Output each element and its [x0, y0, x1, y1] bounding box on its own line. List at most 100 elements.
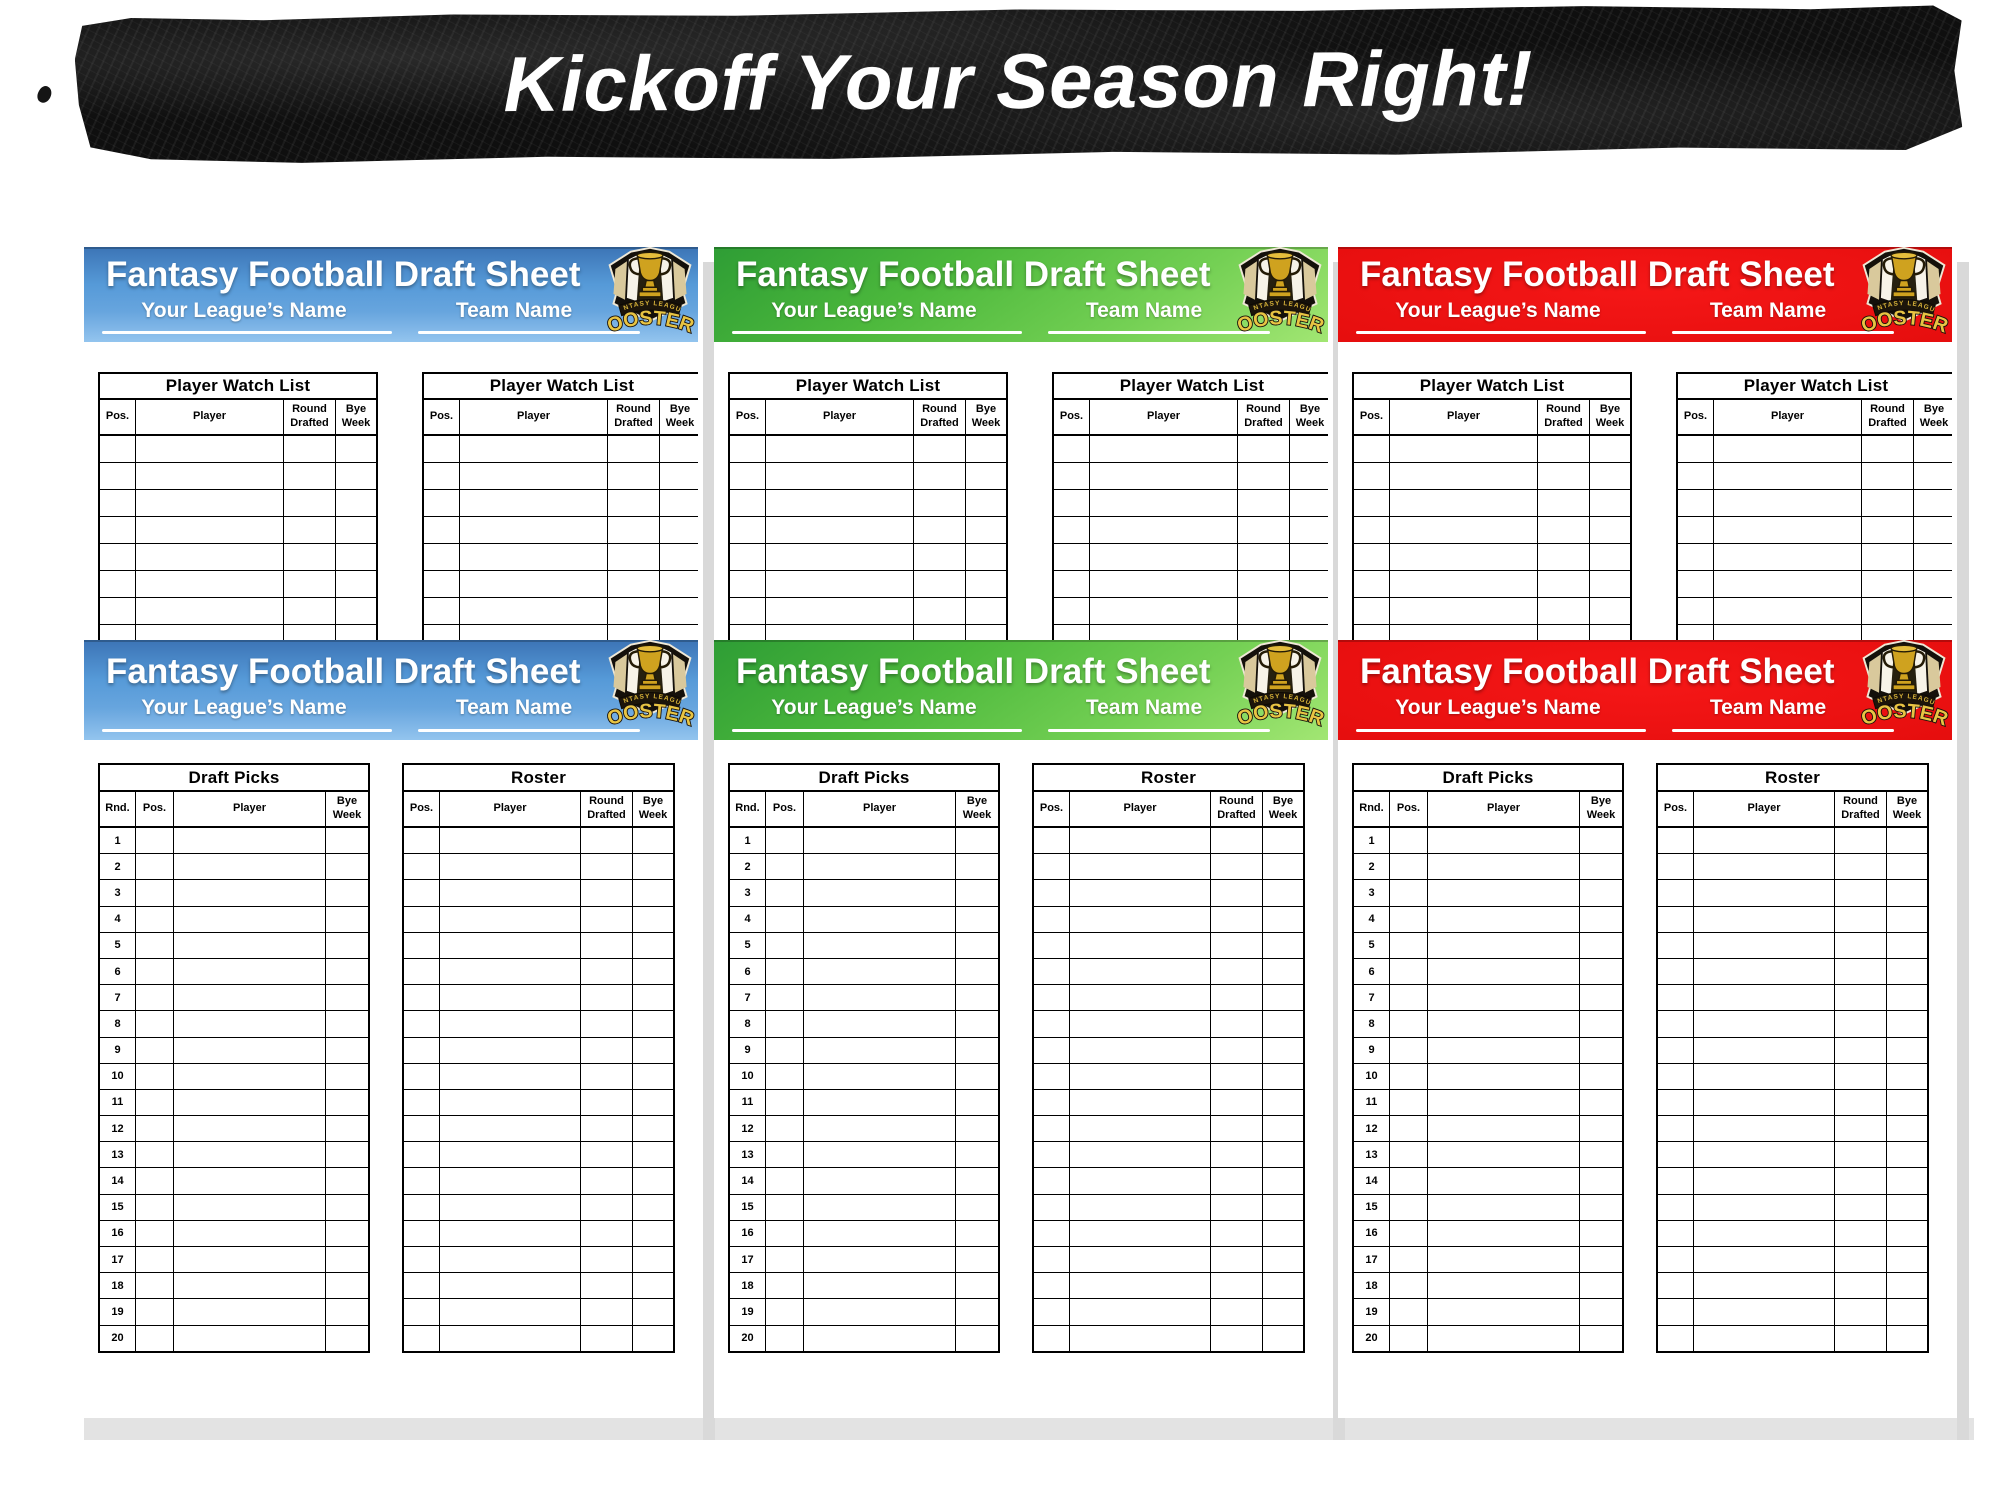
table-row	[100, 490, 376, 517]
table-row: 10	[100, 1063, 368, 1090]
empty-cell	[1263, 854, 1303, 879]
empty-cell	[1211, 1325, 1263, 1351]
column-header-row: Pos. Player Round Drafted Bye Week	[1658, 792, 1927, 828]
logo-band	[1248, 692, 1312, 710]
round-number-cell: 16	[730, 1220, 766, 1246]
empty-cell	[1263, 880, 1303, 905]
empty-cell	[633, 1142, 673, 1167]
empty-cell	[1914, 490, 1952, 516]
empty-cell	[1590, 598, 1630, 624]
page-watch-lists: Fantasy Football Draft Sheet Your League’…	[1338, 247, 1952, 640]
empty-cell	[136, 1037, 174, 1063]
empty-cell	[1887, 854, 1927, 879]
empty-cell	[956, 1011, 998, 1036]
empty-cell	[730, 625, 766, 640]
table-row	[404, 1194, 673, 1221]
empty-cell	[1538, 490, 1590, 516]
table-title: Roster	[404, 765, 673, 792]
round-number-cell: 8	[100, 1011, 136, 1037]
table-row	[1034, 1063, 1303, 1090]
empty-cell	[1070, 1116, 1211, 1142]
empty-cell	[914, 517, 966, 543]
empty-cell	[174, 1299, 326, 1325]
table-title: Player Watch List	[100, 374, 376, 400]
table-row: 15	[730, 1194, 998, 1221]
empty-cell	[440, 1273, 581, 1299]
league-name-label: Your League’s Name	[1395, 299, 1601, 322]
empty-cell	[1590, 463, 1630, 489]
empty-cell	[1034, 828, 1070, 854]
empty-cell	[1862, 490, 1914, 516]
empty-cell	[174, 1116, 326, 1142]
empty-cell	[1887, 933, 1927, 958]
table-row	[100, 544, 376, 571]
empty-cell	[1054, 544, 1090, 570]
league-name-line	[102, 331, 392, 334]
table-row: 14	[100, 1168, 368, 1195]
table-row: 17	[1354, 1247, 1622, 1274]
empty-cell	[1354, 625, 1390, 640]
round-number-cell: 3	[100, 880, 136, 906]
empty-cell	[1034, 1142, 1070, 1168]
empty-cell	[581, 906, 633, 932]
empty-cell	[336, 463, 376, 489]
empty-cell	[404, 1011, 440, 1037]
empty-cell	[1263, 1011, 1303, 1036]
table-row: 11	[1354, 1089, 1622, 1117]
logo-band	[1872, 692, 1936, 710]
table-row: 1	[100, 828, 368, 855]
empty-cell	[804, 1273, 956, 1299]
empty-cell	[956, 1247, 998, 1272]
empty-cell	[804, 880, 956, 906]
empty-cell	[460, 598, 608, 624]
empty-cell	[581, 1089, 633, 1116]
empty-cell	[404, 1247, 440, 1273]
empty-cell	[914, 544, 966, 570]
empty-cell	[1290, 517, 1328, 543]
tape-speck	[34, 83, 55, 106]
empty-cell	[1835, 1116, 1887, 1142]
empty-cell	[424, 598, 460, 624]
table-row	[1354, 436, 1630, 463]
empty-cell	[1694, 1116, 1835, 1142]
table-title: Draft Picks	[100, 765, 368, 792]
round-number-cell: 13	[1354, 1142, 1390, 1168]
empty-cell	[1263, 1038, 1303, 1063]
empty-cell	[100, 571, 136, 597]
column-header: Round Drafted	[1238, 400, 1290, 434]
empty-cell	[1914, 517, 1952, 543]
empty-cell	[633, 880, 673, 905]
empty-cell	[440, 958, 581, 985]
table-row	[404, 1247, 673, 1274]
empty-cell	[1590, 625, 1630, 640]
empty-cell	[1914, 544, 1952, 570]
empty-cell	[581, 1063, 633, 1089]
table-row: 17	[100, 1247, 368, 1274]
empty-cell	[1887, 1064, 1927, 1089]
empty-cell	[581, 932, 633, 958]
table-row	[404, 828, 673, 855]
empty-cell	[766, 932, 804, 958]
empty-cell	[404, 1168, 440, 1194]
table-row: 10	[730, 1063, 998, 1090]
player-watch-list-table: Player Watch List Pos. Player Round Drafted…	[728, 372, 1008, 640]
empty-cell	[914, 598, 966, 624]
round-number-cell: 19	[730, 1299, 766, 1325]
empty-cell	[1290, 463, 1328, 489]
empty-cell	[1678, 517, 1714, 543]
table-row	[1054, 625, 1328, 640]
empty-cell	[1428, 854, 1580, 880]
draft-sheet-column: Fantasy Football Draft Sheet Your League’…	[714, 0, 1345, 1500]
empty-cell	[136, 880, 174, 906]
empty-cell	[1658, 1089, 1694, 1116]
table-title: Roster	[1658, 765, 1927, 792]
empty-cell	[1354, 490, 1390, 516]
empty-cell	[284, 571, 336, 597]
empty-cell	[1390, 1299, 1428, 1325]
table-row	[100, 436, 376, 463]
empty-cell	[1263, 1142, 1303, 1167]
empty-cell	[966, 490, 1006, 516]
table-row: 7	[730, 985, 998, 1012]
table-row: 4	[1354, 906, 1622, 933]
draft-sheet-column: Fantasy Football Draft Sheet Your League’…	[84, 0, 715, 1500]
